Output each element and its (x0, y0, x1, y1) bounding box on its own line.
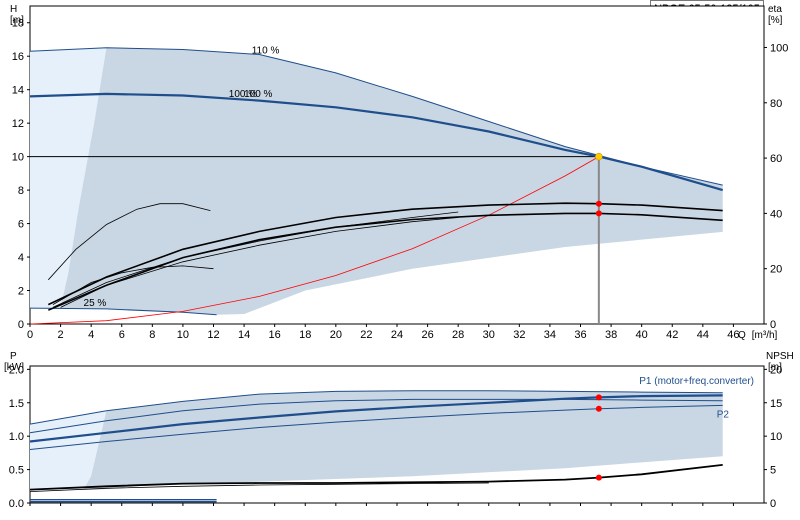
y-axis-unit: [m] (10, 15, 24, 26)
x-tick-label: 4 (88, 329, 94, 341)
efficiency-curve-eta_a (52, 211, 459, 308)
npsh-tick-label: 0 (770, 498, 776, 510)
x-tick-label: 38 (605, 329, 617, 341)
power-y-tick-label: 1.0 (9, 431, 24, 443)
y-tick-label: 14 (12, 85, 24, 97)
legend-p2: P2 (717, 409, 730, 420)
y2-axis-unit: [%] (768, 15, 783, 26)
y-tick-label: 0 (18, 319, 24, 331)
x-tick-label: 6 (119, 329, 125, 341)
efficiency-marker-1 (595, 210, 602, 217)
annotation-100-b: 100 % (244, 89, 272, 100)
system-curve (29, 156, 600, 325)
power-y-tick-label: 0.0 (9, 498, 24, 510)
head-curve-min (29, 307, 217, 316)
npsh-tick-label: 20 (770, 364, 782, 376)
duty-point-marker (595, 152, 603, 161)
y2-tick-label: 60 (770, 153, 782, 165)
x-tick-label: 0 (27, 329, 33, 341)
y-tick-label: 6 (18, 219, 24, 231)
x-tick-label: 8 (149, 329, 155, 341)
x-tick-label: 16 (269, 329, 281, 341)
x-tick-label: 46 (727, 329, 739, 341)
x-tick-label: 32 (513, 329, 525, 341)
efficiency-curve-eta_c (52, 265, 214, 305)
legend-p1: P1 (motor+freq.converter) (639, 376, 754, 387)
npsh-axis-unit: [m] (768, 362, 782, 373)
x-tick-label: 18 (299, 329, 311, 341)
annotation-110: 110 % (252, 46, 280, 57)
x-tick-label: 20 (330, 329, 342, 341)
x-tick-label: 10 (177, 329, 189, 341)
x-tick-label: 36 (574, 329, 586, 341)
efficiency-curve-eta_b (60, 217, 459, 308)
power-y-tick-label: 0.5 (9, 465, 24, 477)
y2-tick-label: 80 (770, 98, 782, 110)
npsh-tick-label: 10 (770, 431, 782, 443)
x-tick-label: 30 (483, 329, 495, 341)
efficiency-curve-eta1 (47, 202, 723, 306)
y2-tick-label: 100 (770, 42, 788, 54)
y-tick-label: 4 (18, 252, 24, 264)
y-tick-label: 12 (12, 118, 24, 130)
x-tick-label: 24 (391, 329, 403, 341)
y2-tick-label: 40 (770, 208, 782, 220)
npsh-tick-label: 5 (770, 465, 776, 477)
x-tick-label: 12 (207, 329, 219, 341)
power-envelope-area (30, 390, 723, 491)
power-curve-p2_nom (29, 404, 723, 450)
power-axis-label: P (10, 351, 17, 362)
x-tick-label: 44 (697, 329, 709, 341)
power-y-tick-label: 1.5 (9, 398, 24, 410)
npsh-curve (29, 464, 723, 491)
head-curve-nominal (29, 92, 724, 192)
x-tick-label: 28 (452, 329, 464, 341)
power-curve-p1_max (29, 390, 723, 425)
y-tick-label: 16 (12, 51, 24, 63)
efficiency-marker-0 (595, 200, 602, 207)
y-tick-label: 8 (18, 185, 24, 197)
x-tick-label: 40 (636, 329, 648, 341)
x-axis-label: Q (738, 330, 746, 341)
power-axis-unit: [kW] (4, 362, 24, 373)
x-tick-label: 42 (666, 329, 678, 341)
power-marker-1 (595, 405, 602, 412)
annotation-100-a: 100 % (229, 89, 257, 100)
power-curve-p2_max (29, 398, 723, 434)
npsh-curve-secondary (29, 482, 489, 492)
y-tick-label: 18 (12, 18, 24, 30)
efficiency-curve-eta_d (48, 203, 211, 281)
x-tick-label: 2 (58, 329, 64, 341)
y-tick-label: 10 (12, 152, 24, 164)
x-tick-label: 14 (238, 329, 250, 341)
power-marker-2 (595, 474, 602, 481)
x-tick-label: 22 (360, 329, 372, 341)
x-tick-label: 34 (544, 329, 556, 341)
y-tick-label: 2 (18, 286, 24, 298)
power-low-flow-area (30, 410, 107, 491)
head-low-flow-area (30, 47, 107, 309)
power-curve-p1_nom (29, 394, 723, 443)
y2-axis-label: eta (768, 4, 782, 15)
x-tick-label: 26 (421, 329, 433, 341)
y2-tick-label: 0 (770, 319, 776, 331)
power-y-tick-label: 2.0 (9, 364, 24, 376)
npsh-axis-label: NPSH (766, 351, 794, 362)
head-envelope-area (30, 47, 723, 315)
annotation-25: 25 % (84, 298, 107, 309)
y2-tick-label: 20 (770, 264, 782, 276)
y-axis-label: H (10, 4, 17, 15)
npsh-tick-label: 15 (770, 398, 782, 410)
power-marker-0 (595, 394, 602, 401)
x-axis-unit: [m³/h] (752, 330, 778, 341)
